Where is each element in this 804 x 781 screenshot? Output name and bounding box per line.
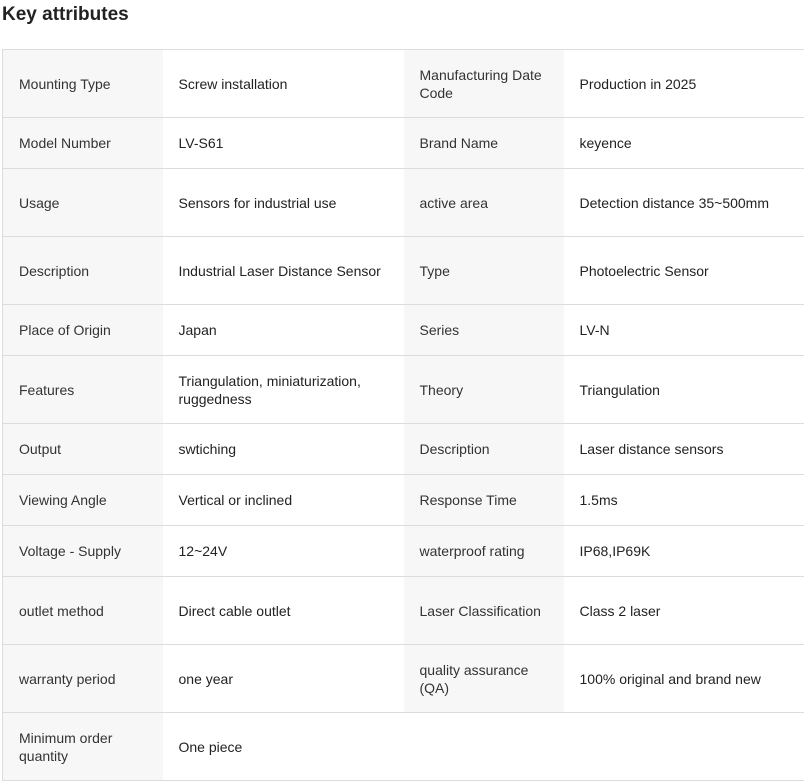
attribute-label: Type (404, 237, 564, 305)
attribute-value: Sensors for industrial use (163, 169, 404, 237)
attribute-label: Place of Origin (3, 305, 163, 356)
attribute-value: 100% original and brand new (564, 645, 804, 713)
attribute-label: waterproof rating (404, 526, 564, 577)
attribute-value: Vertical or inclined (163, 475, 404, 526)
attribute-value: one year (163, 645, 404, 713)
attribute-label: Brand Name (404, 118, 564, 169)
attribute-label: Model Number (3, 118, 163, 169)
attribute-value: Production in 2025 (564, 50, 804, 118)
attribute-value: Triangulation (564, 356, 804, 424)
attribute-label: outlet method (3, 577, 163, 645)
attribute-value: LV-S61 (163, 118, 404, 169)
attribute-label: Minimum order quantity (3, 713, 163, 781)
attribute-value: 12~24V (163, 526, 404, 577)
attribute-value: Laser distance sensors (564, 424, 804, 475)
attribute-value: Japan (163, 305, 404, 356)
attribute-label: active area (404, 169, 564, 237)
attribute-label: Viewing Angle (3, 475, 163, 526)
attribute-label: Series (404, 305, 564, 356)
attribute-value: One piece (163, 713, 404, 781)
attribute-label: quality assurance (QA) (404, 645, 564, 713)
attribute-value: Triangulation, miniaturization, ruggedne… (163, 356, 404, 424)
attribute-value: Photoelectric Sensor (564, 237, 804, 305)
attribute-value: 1.5ms (564, 475, 804, 526)
attribute-label: Manufacturing Date Code (404, 50, 564, 118)
attribute-label: Description (3, 237, 163, 305)
attribute-label: Usage (3, 169, 163, 237)
attribute-value: keyence (564, 118, 804, 169)
attribute-value: Class 2 laser (564, 577, 804, 645)
attribute-label: warranty period (3, 645, 163, 713)
attribute-value: Screw installation (163, 50, 404, 118)
attribute-label: Response Time (404, 475, 564, 526)
attribute-label: Mounting Type (3, 50, 163, 118)
attribute-label: Theory (404, 356, 564, 424)
attribute-value: Industrial Laser Distance Sensor (163, 237, 404, 305)
empty-cell (564, 713, 804, 781)
empty-cell (404, 713, 564, 781)
section-title: Key attributes (2, 4, 129, 26)
attribute-value: Detection distance 35~500mm (564, 169, 804, 237)
attribute-label: Output (3, 424, 163, 475)
attribute-value: IP68,IP69K (564, 526, 804, 577)
attribute-label: Description (404, 424, 564, 475)
attribute-label: Features (3, 356, 163, 424)
attribute-label: Laser Classification (404, 577, 564, 645)
attribute-value: swtiching (163, 424, 404, 475)
attribute-value: LV-N (564, 305, 804, 356)
attribute-value: Direct cable outlet (163, 577, 404, 645)
attribute-label: Voltage - Supply (3, 526, 163, 577)
